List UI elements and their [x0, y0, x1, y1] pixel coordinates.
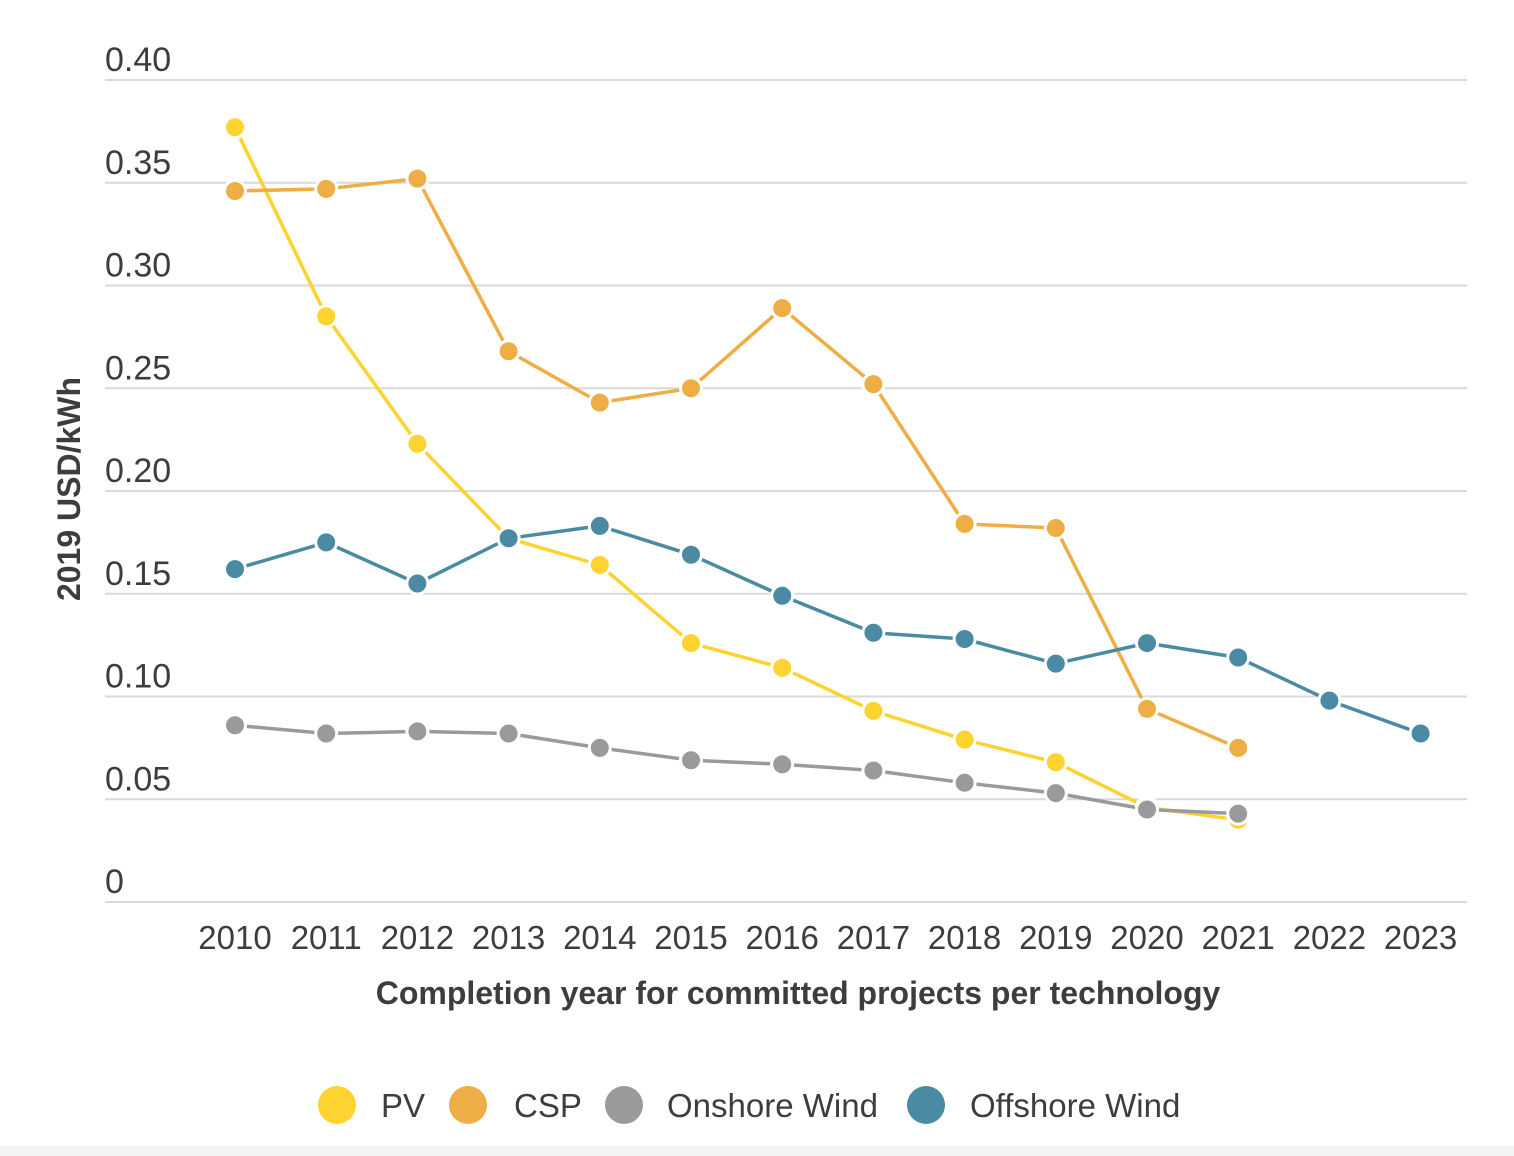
y-tick-label: 0	[105, 863, 124, 901]
y-tick-label: 0.35	[105, 144, 171, 182]
series-lines	[233, 126, 1422, 822]
data-point-offshore-wind	[405, 571, 430, 596]
legend-label-pv: PV	[381, 1087, 425, 1124]
data-point-onshore-wind	[1135, 797, 1159, 822]
data-point-pv	[861, 698, 886, 723]
bottom-border	[0, 1146, 1514, 1156]
x-tick-label: 2010	[198, 919, 271, 956]
x-tick-label: 2011	[291, 919, 362, 956]
legend-swatch-onshore-wind	[605, 1086, 643, 1124]
legend-label-offshore-wind: Offshore Wind	[970, 1087, 1180, 1124]
data-point-csp	[679, 376, 703, 401]
x-tick-label: 2020	[1110, 919, 1183, 956]
data-point-onshore-wind	[952, 770, 977, 795]
x-tick-label: 2021	[1201, 919, 1274, 956]
y-tick-label: 0.25	[105, 349, 171, 387]
data-point-csp	[770, 296, 795, 321]
data-point-csp	[1043, 515, 1068, 540]
data-point-onshore-wind	[405, 719, 430, 744]
data-point-csp	[587, 390, 612, 415]
data-point-onshore-wind	[679, 748, 703, 773]
data-point-onshore-wind	[1043, 781, 1068, 806]
data-point-offshore-wind	[861, 620, 886, 645]
legend-swatch-csp	[449, 1086, 487, 1124]
data-point-csp	[496, 339, 521, 364]
x-tick-label: 2022	[1293, 919, 1366, 956]
legend-label-csp: CSP	[514, 1087, 582, 1124]
data-point-csp	[1135, 696, 1159, 721]
data-point-offshore-wind	[223, 557, 247, 582]
data-point-csp	[861, 372, 886, 397]
data-point-onshore-wind	[770, 752, 795, 777]
legend-swatch-pv	[318, 1086, 356, 1124]
data-point-csp	[314, 176, 339, 201]
data-point-offshore-wind	[1317, 688, 1342, 713]
x-tick-label: 2013	[472, 919, 545, 956]
x-tick-label: 2019	[1019, 919, 1092, 956]
y-tick-label: 0.30	[105, 247, 171, 285]
data-point-pv	[679, 631, 703, 656]
data-point-csp	[1226, 735, 1251, 760]
data-point-onshore-wind	[587, 735, 612, 760]
series-line-csp	[234, 176, 1239, 750]
series-line-pv	[233, 126, 1239, 822]
data-point-pv	[223, 115, 247, 140]
series-points	[223, 115, 1433, 832]
data-point-pv	[314, 304, 339, 329]
data-point-pv	[587, 552, 612, 577]
x-tick-label: 2017	[837, 919, 910, 956]
data-point-onshore-wind	[223, 713, 247, 738]
data-point-onshore-wind	[496, 721, 521, 746]
data-point-csp	[952, 511, 977, 536]
x-tick-label: 2012	[381, 919, 454, 956]
data-point-onshore-wind	[1226, 801, 1251, 826]
data-point-onshore-wind	[314, 721, 339, 746]
data-point-csp	[223, 178, 247, 203]
x-tick-label: 2018	[928, 919, 1001, 956]
data-point-offshore-wind	[314, 530, 339, 555]
series-line-onshore-wind	[234, 723, 1239, 816]
legend-label-onshore-wind: Onshore Wind	[667, 1087, 878, 1124]
x-tick-label: 2015	[654, 919, 727, 956]
x-axis-title: Completion year for committed projects p…	[376, 975, 1221, 1011]
y-tick-label: 0.10	[105, 658, 171, 696]
x-axis-ticks: 2010 2011 2012 2013 2014 2015 2016 2017 2018 2019…	[198, 919, 1457, 956]
data-point-offshore-wind	[770, 583, 795, 608]
data-point-offshore-wind	[1135, 631, 1159, 656]
data-point-offshore-wind	[1043, 651, 1068, 676]
data-point-pv	[1043, 750, 1068, 775]
x-tick-label: 2023	[1384, 919, 1457, 956]
data-point-pv	[770, 655, 795, 680]
data-point-offshore-wind	[1226, 645, 1251, 670]
data-point-offshore-wind	[679, 542, 703, 567]
data-point-offshore-wind	[496, 526, 521, 551]
data-point-pv	[405, 431, 430, 456]
data-point-offshore-wind	[1408, 721, 1433, 746]
y-tick-label: 0.40	[105, 41, 171, 79]
y-axis-ticks: 0 0.05 0.10 0.15 0.20 0.25 0.30 0.35 0.40	[105, 41, 171, 901]
x-tick-label: 2014	[563, 919, 636, 956]
y-tick-label: 0.20	[105, 452, 171, 490]
data-point-csp	[405, 166, 430, 191]
data-point-offshore-wind	[952, 626, 977, 651]
gridlines	[105, 79, 1467, 903]
y-tick-label: 0.05	[105, 760, 171, 798]
y-tick-label: 0.15	[105, 555, 171, 593]
x-tick-label: 2016	[745, 919, 818, 956]
series-line-offshore-wind	[234, 524, 1422, 736]
data-point-offshore-wind	[587, 513, 612, 538]
data-point-onshore-wind	[861, 758, 886, 783]
legend-swatch-offshore-wind	[907, 1086, 945, 1124]
y-axis-title: 2019 USD/kWh	[51, 377, 87, 601]
data-point-pv	[952, 727, 977, 752]
legend: PV CSP Onshore Wind Offshore Wind	[318, 1086, 1180, 1124]
